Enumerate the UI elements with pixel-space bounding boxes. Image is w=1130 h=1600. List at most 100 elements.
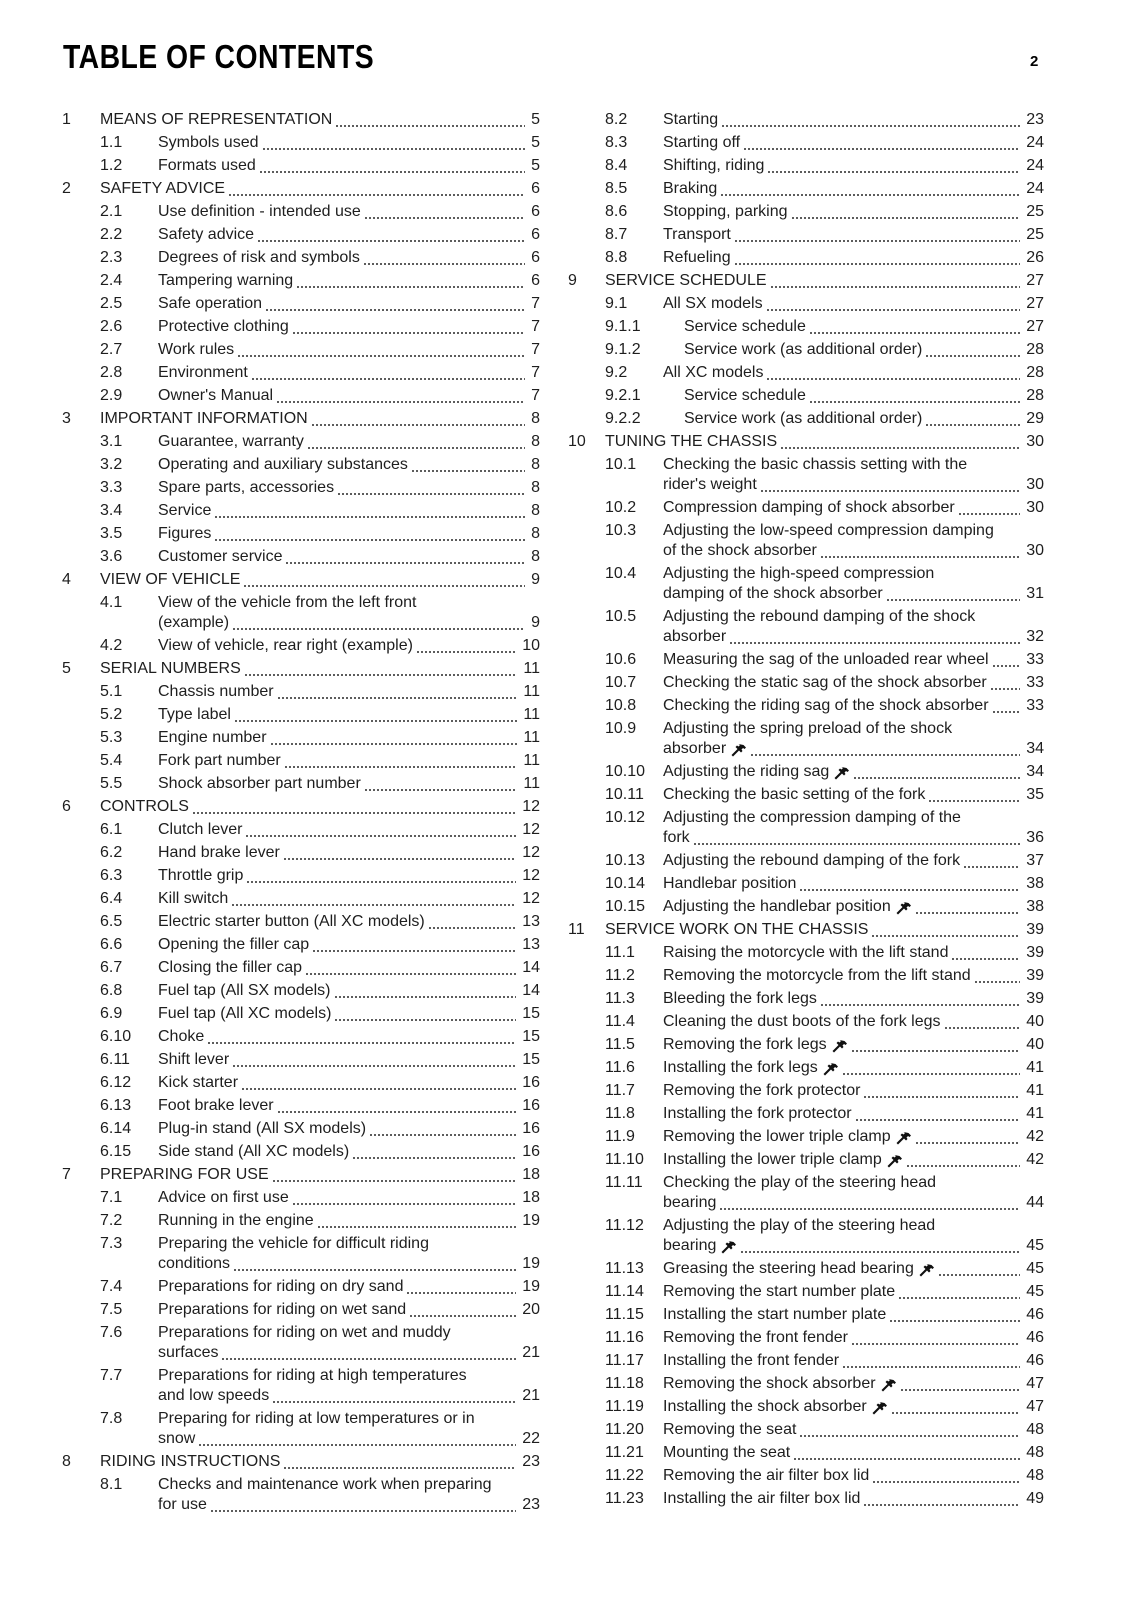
toc-entry[interactable]: 7.6 Preparations for riding on wet and mu… bbox=[62, 1323, 540, 1366]
toc-entry[interactable]: 7.4 Preparations for riding on dry sand 19 bbox=[62, 1277, 540, 1300]
toc-chapter[interactable]: 10 TUNING THE CHASSIS 30 bbox=[568, 432, 1044, 455]
toc-entry[interactable]: 3.6 Customer service 8 bbox=[62, 547, 540, 570]
toc-entry[interactable]: 3.2 Operating and auxiliary substances 8 bbox=[62, 455, 540, 478]
toc-entry[interactable]: 8.3 Starting off 24 bbox=[568, 133, 1044, 156]
toc-entry[interactable]: 10.5 Adjusting the rebound damping of the… bbox=[568, 607, 1044, 650]
toc-entry[interactable]: 3.5 Figures 8 bbox=[62, 524, 540, 547]
toc-entry[interactable]: 6.4 Kill switch 12 bbox=[62, 889, 540, 912]
toc-entry[interactable]: 2.6 Protective clothing 7 bbox=[62, 317, 540, 340]
toc-chapter[interactable]: 2 SAFETY ADVICE 6 bbox=[62, 179, 540, 202]
toc-entry[interactable]: 5.4 Fork part number 11 bbox=[62, 751, 540, 774]
toc-entry[interactable]: 8.7 Transport 25 bbox=[568, 225, 1044, 248]
toc-entry[interactable]: 11.17 Installing the front fender 46 bbox=[568, 1351, 1044, 1374]
toc-chapter[interactable]: 4 VIEW OF VEHICLE 9 bbox=[62, 570, 540, 593]
toc-chapter[interactable]: 7 PREPARING FOR USE 18 bbox=[62, 1165, 540, 1188]
toc-entry[interactable]: 3.3 Spare parts, accessories 8 bbox=[62, 478, 540, 501]
toc-entry[interactable]: 6.6 Opening the filler cap 13 bbox=[62, 935, 540, 958]
toc-entry[interactable]: 2.9 Owner's Manual 7 bbox=[62, 386, 540, 409]
toc-entry[interactable]: 5.3 Engine number 11 bbox=[62, 728, 540, 751]
toc-entry[interactable]: 1.2 Formats used 5 bbox=[62, 156, 540, 179]
toc-entry[interactable]: 2.3 Degrees of risk and symbols 6 bbox=[62, 248, 540, 271]
toc-entry[interactable]: 10.13 Adjusting the rebound damping of th… bbox=[568, 851, 1044, 874]
toc-entry[interactable]: 10.1 Checking the basic chassis setting w… bbox=[568, 455, 1044, 498]
toc-entry[interactable]: 10.4 Adjusting the high-speed compression… bbox=[568, 564, 1044, 607]
toc-entry[interactable]: 11.22 Removing the air filter box lid 48 bbox=[568, 1466, 1044, 1489]
toc-entry[interactable]: 11.11 Checking the play of the steering h… bbox=[568, 1173, 1044, 1216]
toc-chapter[interactable]: 1 MEANS OF REPRESENTATION 5 bbox=[62, 110, 540, 133]
toc-entry[interactable]: 2.8 Environment 7 bbox=[62, 363, 540, 386]
toc-entry[interactable]: 11.14 Removing the start number plate 45 bbox=[568, 1282, 1044, 1305]
toc-entry[interactable]: 11.12 Adjusting the play of the steering … bbox=[568, 1216, 1044, 1259]
toc-entry[interactable]: 9.2.2 Service work (as additional order) 2… bbox=[568, 409, 1044, 432]
toc-entry[interactable]: 11.9 Removing the lower triple clamp 42 bbox=[568, 1127, 1044, 1150]
toc-entry[interactable]: 9.1 All SX models 27 bbox=[568, 294, 1044, 317]
toc-entry[interactable]: 11.23 Installing the air filter box lid 49 bbox=[568, 1489, 1044, 1512]
toc-entry[interactable]: 11.15 Installing the start number plate 46 bbox=[568, 1305, 1044, 1328]
toc-entry[interactable]: 4.1 View of the vehicle from the left fro… bbox=[62, 593, 540, 636]
toc-entry[interactable]: 11.6 Installing the fork legs 41 bbox=[568, 1058, 1044, 1081]
toc-entry[interactable]: 8.6 Stopping, parking 25 bbox=[568, 202, 1044, 225]
toc-entry[interactable]: 6.3 Throttle grip 12 bbox=[62, 866, 540, 889]
toc-entry[interactable]: 6.11 Shift lever 15 bbox=[62, 1050, 540, 1073]
toc-entry[interactable]: 11.8 Installing the fork protector 41 bbox=[568, 1104, 1044, 1127]
toc-entry[interactable]: 11.13 Greasing the steering head bearing 4… bbox=[568, 1259, 1044, 1282]
toc-entry[interactable]: 10.7 Checking the static sag of the shock… bbox=[568, 673, 1044, 696]
toc-entry[interactable]: 8.2 Starting 23 bbox=[568, 110, 1044, 133]
toc-entry[interactable]: 10.12 Adjusting the compression damping o… bbox=[568, 808, 1044, 851]
toc-chapter[interactable]: 5 SERIAL NUMBERS 11 bbox=[62, 659, 540, 682]
toc-entry[interactable]: 7.8 Preparing for riding at low temperatu… bbox=[62, 1409, 540, 1452]
toc-entry[interactable]: 6.7 Closing the filler cap 14 bbox=[62, 958, 540, 981]
toc-entry[interactable]: 10.15 Adjusting the handlebar position 38 bbox=[568, 897, 1044, 920]
toc-entry[interactable]: 11.7 Removing the fork protector 41 bbox=[568, 1081, 1044, 1104]
toc-entry[interactable]: 11.3 Bleeding the fork legs 39 bbox=[568, 989, 1044, 1012]
toc-entry[interactable]: 8.1 Checks and maintenance work when prep… bbox=[62, 1475, 540, 1518]
toc-entry[interactable]: 11.2 Removing the motorcycle from the lif… bbox=[568, 966, 1044, 989]
toc-entry[interactable]: 6.10 Choke 15 bbox=[62, 1027, 540, 1050]
toc-entry[interactable]: 7.2 Running in the engine 19 bbox=[62, 1211, 540, 1234]
toc-entry[interactable]: 11.18 Removing the shock absorber 47 bbox=[568, 1374, 1044, 1397]
toc-entry[interactable]: 10.8 Checking the riding sag of the shock… bbox=[568, 696, 1044, 719]
toc-entry[interactable]: 9.2.1 Service schedule 28 bbox=[568, 386, 1044, 409]
toc-entry[interactable]: 10.3 Adjusting the low-speed compression … bbox=[568, 521, 1044, 564]
toc-entry[interactable]: 11.16 Removing the front fender 46 bbox=[568, 1328, 1044, 1351]
toc-entry[interactable]: 11.5 Removing the fork legs 40 bbox=[568, 1035, 1044, 1058]
toc-entry[interactable]: 6.9 Fuel tap (All XC models) 15 bbox=[62, 1004, 540, 1027]
toc-entry[interactable]: 1.1 Symbols used 5 bbox=[62, 133, 540, 156]
toc-entry[interactable]: 6.12 Kick starter 16 bbox=[62, 1073, 540, 1096]
toc-chapter[interactable]: 9 SERVICE SCHEDULE 27 bbox=[568, 271, 1044, 294]
toc-entry[interactable]: 3.4 Service 8 bbox=[62, 501, 540, 524]
toc-entry[interactable]: 6.13 Foot brake lever 16 bbox=[62, 1096, 540, 1119]
toc-entry[interactable]: 5.2 Type label 11 bbox=[62, 705, 540, 728]
toc-entry[interactable]: 2.5 Safe operation 7 bbox=[62, 294, 540, 317]
toc-entry[interactable]: 6.1 Clutch lever 12 bbox=[62, 820, 540, 843]
toc-entry[interactable]: 9.1.2 Service work (as additional order) 2… bbox=[568, 340, 1044, 363]
toc-entry[interactable]: 10.14 Handlebar position 38 bbox=[568, 874, 1044, 897]
toc-entry[interactable]: 2.4 Tampering warning 6 bbox=[62, 271, 540, 294]
toc-entry[interactable]: 11.4 Cleaning the dust boots of the fork … bbox=[568, 1012, 1044, 1035]
toc-entry[interactable]: 10.6 Measuring the sag of the unloaded re… bbox=[568, 650, 1044, 673]
toc-entry[interactable]: 9.1.1 Service schedule 27 bbox=[568, 317, 1044, 340]
toc-chapter[interactable]: 3 IMPORTANT INFORMATION 8 bbox=[62, 409, 540, 432]
toc-entry[interactable]: 9.2 All XC models 28 bbox=[568, 363, 1044, 386]
toc-entry[interactable]: 7.1 Advice on first use 18 bbox=[62, 1188, 540, 1211]
toc-entry[interactable]: 6.5 Electric starter button (All XC model… bbox=[62, 912, 540, 935]
toc-entry[interactable]: 2.7 Work rules 7 bbox=[62, 340, 540, 363]
toc-entry[interactable]: 3.1 Guarantee, warranty 8 bbox=[62, 432, 540, 455]
toc-entry[interactable]: 2.2 Safety advice 6 bbox=[62, 225, 540, 248]
toc-entry[interactable]: 7.3 Preparing the vehicle for difficult r… bbox=[62, 1234, 540, 1277]
toc-chapter[interactable]: 11 SERVICE WORK ON THE CHASSIS 39 bbox=[568, 920, 1044, 943]
toc-entry[interactable]: 8.4 Shifting, riding 24 bbox=[568, 156, 1044, 179]
toc-entry[interactable]: 10.9 Adjusting the spring preload of the … bbox=[568, 719, 1044, 762]
toc-chapter[interactable]: 6 CONTROLS 12 bbox=[62, 797, 540, 820]
toc-entry[interactable]: 6.15 Side stand (All XC models) 16 bbox=[62, 1142, 540, 1165]
toc-chapter[interactable]: 8 RIDING INSTRUCTIONS 23 bbox=[62, 1452, 540, 1475]
toc-entry[interactable]: 8.5 Braking 24 bbox=[568, 179, 1044, 202]
toc-entry[interactable]: 11.19 Installing the shock absorber 47 bbox=[568, 1397, 1044, 1420]
toc-entry[interactable]: 2.1 Use definition - intended use 6 bbox=[62, 202, 540, 225]
toc-entry[interactable]: 10.10 Adjusting the riding sag 34 bbox=[568, 762, 1044, 785]
toc-entry[interactable]: 11.1 Raising the motorcycle with the lift… bbox=[568, 943, 1044, 966]
toc-entry[interactable]: 11.20 Removing the seat 48 bbox=[568, 1420, 1044, 1443]
toc-entry[interactable]: 5.5 Shock absorber part number 11 bbox=[62, 774, 540, 797]
toc-entry[interactable]: 4.2 View of vehicle, rear right (example)… bbox=[62, 636, 540, 659]
toc-entry[interactable]: 11.10 Installing the lower triple clamp 42 bbox=[568, 1150, 1044, 1173]
